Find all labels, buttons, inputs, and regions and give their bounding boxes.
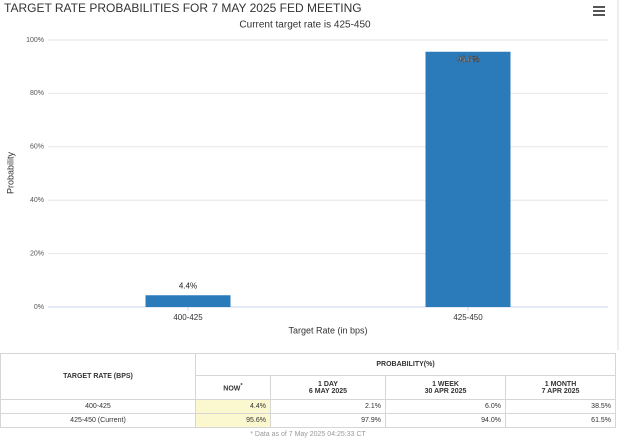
data-label: 4.4% — [179, 281, 197, 290]
x-tick-label: 425-450 — [453, 313, 483, 322]
column-title: 1 WEEK — [432, 380, 459, 388]
table-cell: 400-425 — [0, 399, 196, 414]
probability-table: TARGET RATE (BPS) PROBABILITY(%) NOW* 1 D… — [0, 353, 617, 442]
table-cell: 4.4% — [195, 399, 271, 414]
column-mark: * — [240, 382, 243, 389]
group-header: PROBABILITY(%) — [194, 353, 617, 376]
table-cell: 6.0% — [385, 399, 506, 414]
column-header: 1 WEEK 30 APR 2025 — [385, 375, 506, 400]
column-title: NOW — [223, 385, 241, 393]
table-cell: 97.9% — [270, 413, 386, 428]
y-tick-label: 80% — [30, 90, 44, 97]
y-tick-label: 100% — [26, 37, 44, 44]
table-cell: 38.5% — [504, 399, 617, 414]
menu-icon[interactable] — [593, 6, 605, 16]
table-cell: 425-450 (Current) — [0, 413, 196, 428]
y-tick-label: 0% — [34, 304, 44, 311]
table-row: 400-425 4.4% 2.1% 6.0% 38.5% — [0, 399, 617, 414]
column-title: 1 DAY — [318, 380, 338, 388]
table-row: 425-450 (Current) 95.6% 97.9% 94.0% 61.5% — [0, 413, 617, 428]
y-tick-label: 60% — [30, 144, 44, 151]
y-tick-label: 20% — [30, 250, 44, 257]
column-date: 30 APR 2025 — [424, 387, 467, 395]
y-tick-label: 40% — [30, 197, 44, 204]
footnote: * Data as of 7 May 2025 04:25:33 CT — [250, 431, 366, 438]
chart: TARGET RATE PROBABILITIES FOR 7 MAY 2025… — [4, 0, 619, 350]
column-title: 1 MONTH — [544, 380, 577, 388]
menu-bar — [593, 14, 605, 16]
data-label: 95.6% — [457, 55, 480, 64]
table-cell: 2.1% — [270, 399, 386, 414]
menu-bar — [593, 10, 605, 12]
menu-bar — [593, 6, 605, 8]
column-header: 1 DAY 6 MAY 2025 — [270, 375, 386, 400]
table-cell: 61.5% — [504, 413, 617, 428]
bar — [145, 295, 231, 307]
column-date: 7 APR 2025 — [541, 387, 580, 395]
chart-subtitle: Current target rate is 425-450 — [239, 20, 371, 31]
footnote-row: * Data as of 7 May 2025 04:25:33 CT — [1, 428, 616, 442]
column-header: NOW* — [195, 375, 271, 400]
table-cell: 94.0% — [385, 413, 506, 428]
y-axis-title: Probability — [5, 151, 15, 194]
x-tick-label: 400-425 — [173, 313, 203, 322]
first-header: TARGET RATE (BPS) — [0, 353, 196, 400]
bar — [425, 51, 511, 307]
x-axis-title: Target Rate (in bps) — [288, 325, 367, 335]
table-cell: 95.6% — [195, 413, 271, 428]
chart-title: TARGET RATE PROBABILITIES FOR 7 MAY 2025… — [4, 1, 362, 15]
column-date: 6 MAY 2025 — [308, 387, 348, 395]
column-header: 1 MONTH 7 APR 2025 — [504, 375, 617, 400]
